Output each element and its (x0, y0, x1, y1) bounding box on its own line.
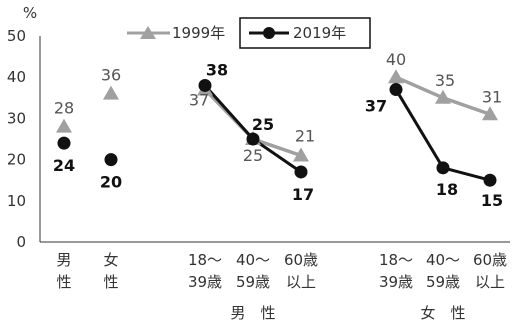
marker-2019 (436, 161, 450, 175)
marker-1999 (388, 69, 404, 84)
legend-label-2019: 2019年 (293, 24, 346, 42)
y-tick-label: 20 (7, 151, 26, 169)
y-tick-label: 0 (16, 233, 26, 251)
y-ticks: 0 10 20 30 40 50 (7, 27, 26, 251)
x-category-label: 40～ (236, 251, 270, 269)
data-label-2019: 25 (252, 115, 274, 134)
data-label-1999: 31 (482, 87, 502, 106)
data-label-1999: 40 (386, 50, 406, 69)
group-labels: 男 性女 性 (230, 304, 465, 322)
marker-2019 (198, 78, 212, 92)
data-label-2019: 17 (292, 185, 314, 204)
group-label: 女 性 (420, 304, 465, 322)
x-category-label: 18～ (379, 251, 413, 269)
x-category-label: 39歳 (188, 273, 222, 291)
data-label-1999: 35 (435, 71, 455, 90)
marker-2019 (246, 132, 260, 146)
x-category-label: 39歳 (379, 273, 413, 291)
y-tick-label: 50 (7, 27, 26, 45)
x-category-label: 男 (56, 251, 71, 269)
data-label-2019: 38 (206, 60, 228, 79)
y-axis-unit: % (23, 4, 37, 22)
x-category-label: 60歳 (473, 251, 507, 269)
legend-marker-2019 (263, 27, 275, 39)
marker-1999 (435, 89, 451, 104)
y-tick-label: 10 (7, 192, 26, 210)
data-label-2019: 20 (100, 173, 122, 192)
x-category-label: 以上 (286, 273, 316, 291)
data-label-1999: 25 (243, 146, 263, 165)
data-label-1999: 36 (101, 66, 121, 85)
data-label-2019: 37 (365, 97, 387, 116)
data-label-1999: 28 (54, 99, 74, 118)
marker-2019 (57, 136, 71, 150)
x-category-label: 59歳 (426, 273, 460, 291)
marker-2019 (389, 83, 403, 97)
marker-1999 (103, 85, 119, 100)
marker-1999 (482, 106, 498, 121)
marker-2019 (104, 153, 118, 167)
data-label-2019: 24 (53, 156, 75, 175)
data-label-2019: 15 (481, 191, 503, 210)
marker-1999 (56, 118, 72, 133)
legend-label-1999: 1999年 (172, 24, 225, 42)
y-tick-label: 30 (7, 109, 26, 127)
marker-2019 (294, 165, 308, 179)
legend: 1999年 2019年 (127, 17, 371, 49)
x-category-label: 女 (103, 251, 118, 269)
data-label-1999: 21 (295, 126, 315, 145)
x-category-label: 以上 (475, 273, 505, 291)
legend-marker-1999 (140, 26, 156, 39)
legend-box-2019 (239, 17, 371, 49)
x-category-label: 59歳 (236, 273, 270, 291)
x-category-label: 40～ (426, 251, 460, 269)
x-category-label: 性 (103, 273, 118, 291)
data-label-2019: 18 (436, 180, 458, 199)
group-label: 男 性 (230, 304, 275, 322)
x-category-label: 60歳 (284, 251, 318, 269)
y-tick-label: 40 (7, 68, 26, 86)
marker-2019 (483, 173, 497, 187)
series-markers (56, 69, 498, 187)
data-labels: 28 36 37 25 21 40 35 31 24 20 38 25 17 37 18 15 (53, 50, 503, 210)
x-category-label: 性 (56, 273, 71, 291)
data-label-1999: 37 (189, 91, 209, 110)
marker-1999 (293, 147, 309, 162)
x-category-label: 18～ (188, 251, 222, 269)
